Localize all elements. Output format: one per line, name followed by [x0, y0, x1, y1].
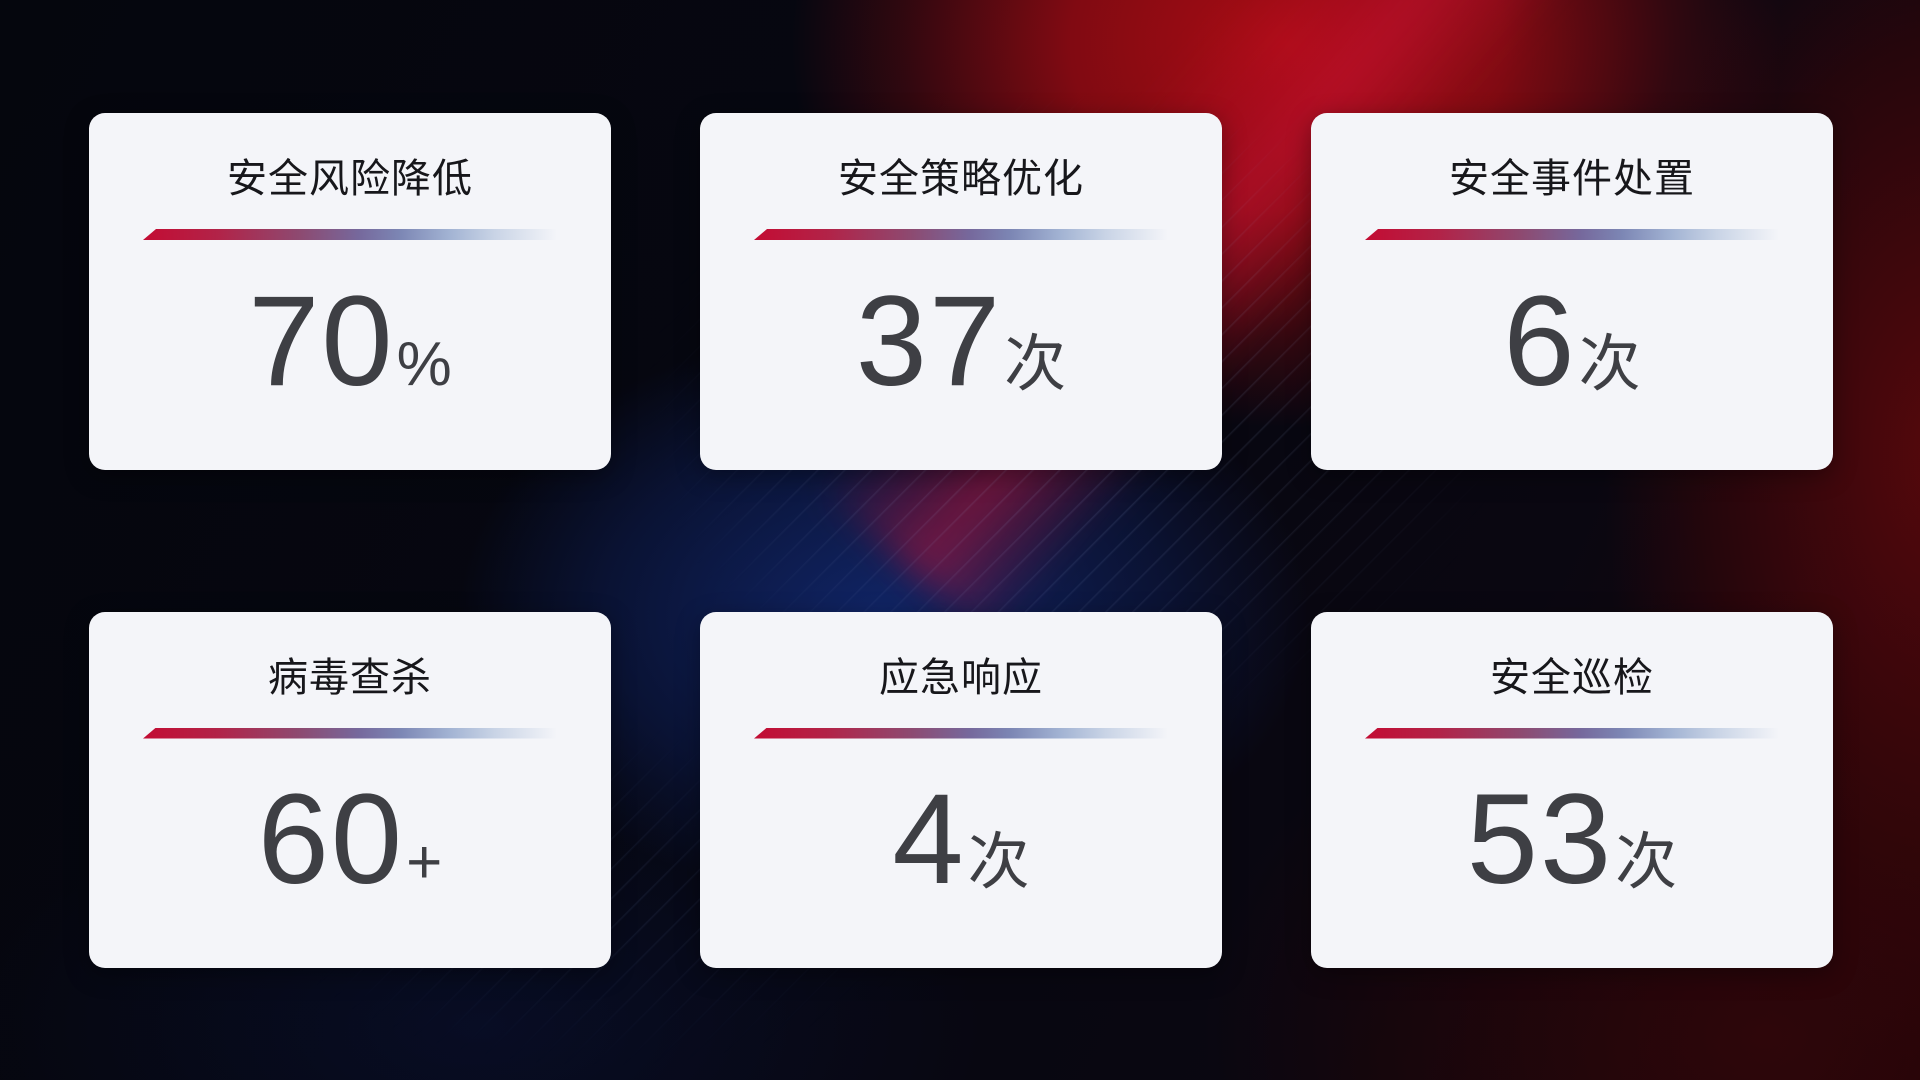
stat-unit: % [396, 329, 452, 399]
stat-unit: + [406, 828, 443, 898]
card-divider [754, 727, 1168, 739]
stat-value-block: 6 次 [1365, 240, 1779, 470]
card-divider [1365, 727, 1779, 739]
card-divider [1365, 229, 1779, 240]
stat-card-risk-reduction: 安全风险降低 70 % [89, 113, 611, 470]
stat-value: 37 [855, 269, 1003, 413]
stat-value: 70 [248, 269, 395, 413]
card-title: 安全巡检 [1490, 655, 1654, 700]
stat-unit: 次 [1615, 828, 1678, 898]
stat-value-block: 4 次 [754, 739, 1168, 969]
stat-card-emergency-response: 应急响应 4 次 [700, 611, 1222, 969]
stat-value: 60 [257, 768, 405, 912]
stat-card-virus-scan: 病毒查杀 60 + [89, 611, 611, 969]
stat-card-policy-optimization: 安全策略优化 37 次 [700, 113, 1222, 470]
stat-value: 6 [1503, 269, 1577, 413]
stat-unit: 次 [967, 828, 1030, 898]
card-title: 病毒查杀 [268, 655, 432, 700]
card-title: 安全事件处置 [1449, 157, 1695, 201]
stat-card-incident-handling: 安全事件处置 6 次 [1311, 113, 1833, 470]
stat-value-block: 53 次 [1365, 739, 1779, 969]
stat-value-block: 37 次 [754, 240, 1168, 470]
stat-value-block: 70 % [143, 240, 557, 470]
stat-value: 53 [1466, 768, 1614, 912]
card-title: 安全策略优化 [838, 157, 1084, 201]
card-divider [754, 229, 1168, 240]
stat-unit: 次 [1578, 329, 1641, 399]
stat-card-security-inspection: 安全巡检 53 次 [1311, 611, 1833, 969]
card-divider [143, 229, 557, 240]
card-title: 安全风险降低 [227, 157, 473, 201]
stat-card-grid: 安全风险降低 70 % 安全策略优化 37 次 安全事件处置 [89, 113, 1833, 968]
card-divider [143, 727, 557, 739]
card-title: 应急响应 [879, 655, 1043, 700]
stat-value: 4 [892, 768, 966, 912]
stat-value-block: 60 + [143, 739, 557, 969]
stat-unit: 次 [1004, 329, 1067, 399]
